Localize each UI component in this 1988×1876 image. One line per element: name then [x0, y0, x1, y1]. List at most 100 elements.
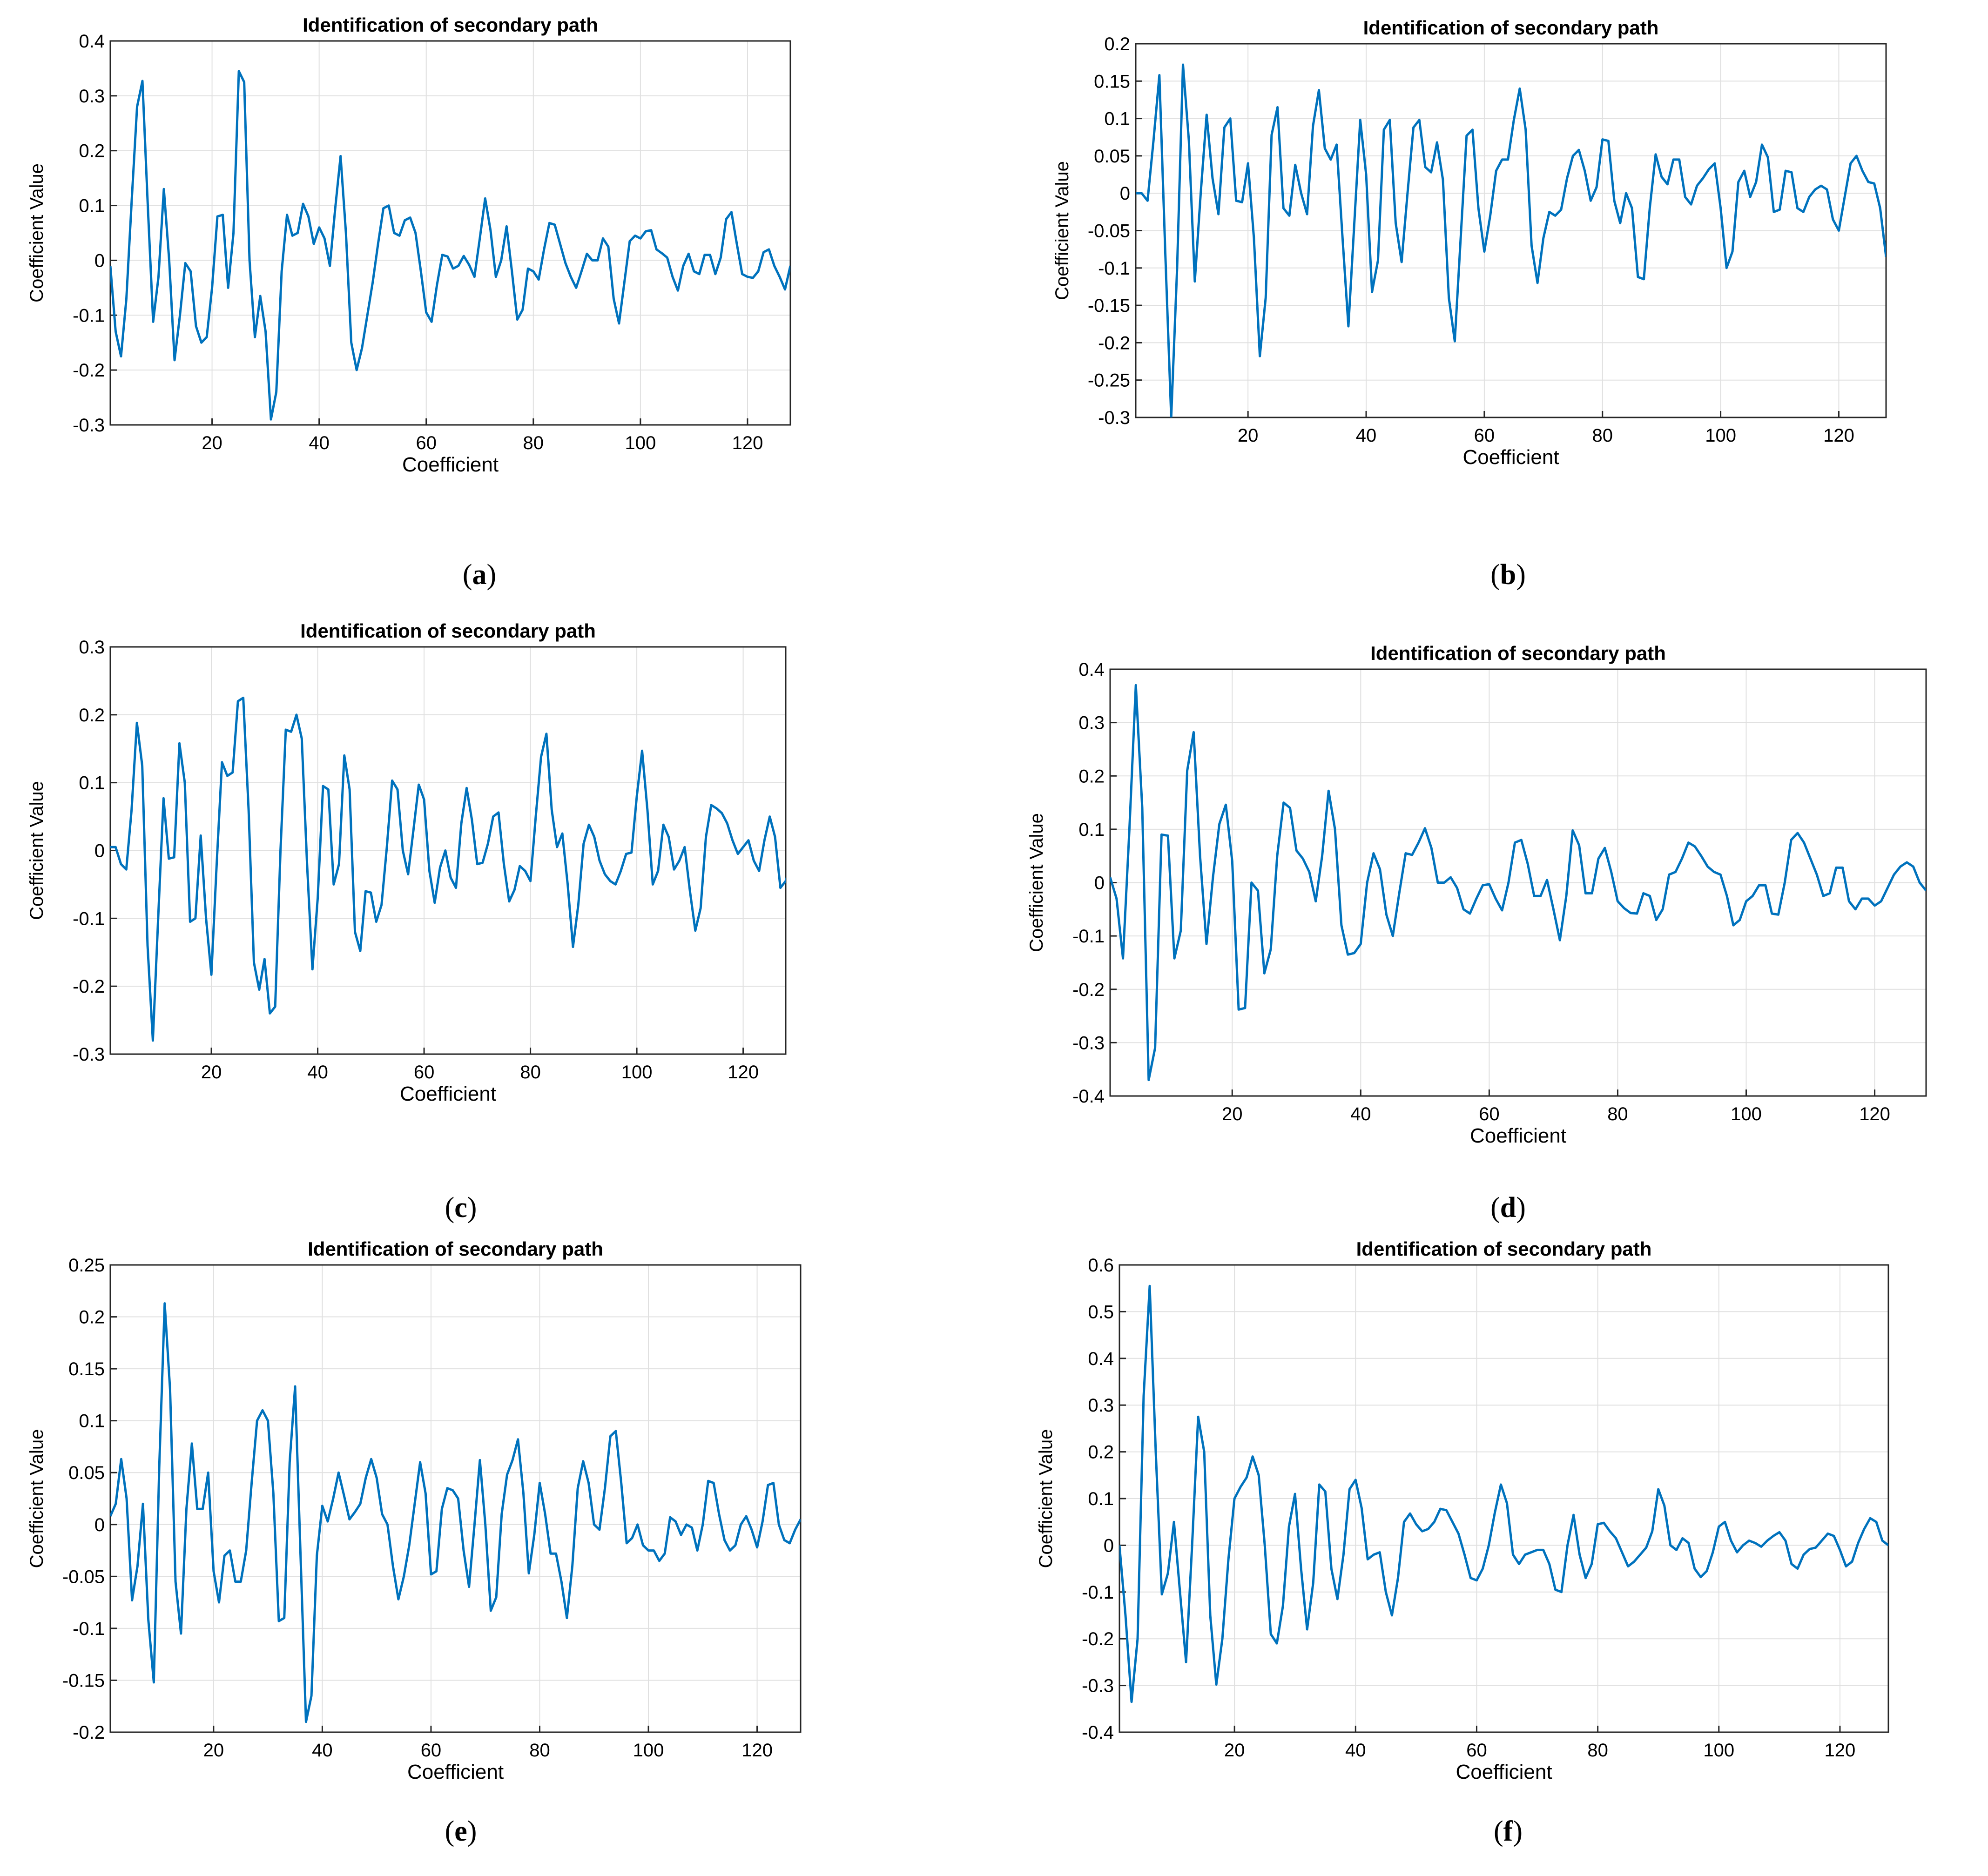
y-tick-label: -0.2 — [1098, 333, 1130, 353]
x-tick-label: 80 — [520, 1062, 541, 1083]
x-axis-label: Coefficient — [407, 1761, 504, 1783]
y-tick-label: 0.3 — [1088, 1395, 1114, 1416]
x-tick-label: 20 — [1222, 1104, 1243, 1124]
y-tick-label: 0.15 — [1094, 71, 1130, 92]
x-tick-label: 120 — [1825, 1740, 1856, 1761]
y-tick-label: 0 — [94, 841, 105, 861]
y-tick-label: 0.3 — [79, 86, 105, 107]
y-tick-label: 0 — [1094, 873, 1105, 894]
x-tick-label: 100 — [1703, 1740, 1734, 1761]
x-tick-label: 80 — [529, 1740, 550, 1761]
chart-panel-e: 20 40 60 80 100 120 -0.2 -0.15 -0.1 -0.05 0 0.05 0.1… — [0, 1233, 931, 1838]
y-axis-label: Coefficient Value — [1026, 813, 1047, 952]
x-tick-label: 120 — [741, 1740, 773, 1761]
y-tick-label: -0.1 — [73, 908, 105, 929]
chart-title: Identification of secondary path — [300, 620, 596, 642]
x-tick-label: 60 — [1474, 425, 1495, 446]
chart-svg: 20 40 60 80 100 120 -0.3 -0.2 -0.1 0 0.1 0.2 0.3 0.4 I… — [27, 14, 791, 476]
caption-f: (f) — [1494, 1815, 1523, 1847]
y-tick-label: -0.3 — [1098, 408, 1130, 428]
y-tick-label: -0.15 — [1088, 296, 1130, 316]
y-tick-label: -0.3 — [1082, 1676, 1114, 1696]
y-tick-label: 0.1 — [79, 1411, 105, 1432]
y-tick-label: 0.25 — [68, 1255, 105, 1276]
x-tick-label: 40 — [1345, 1740, 1366, 1761]
y-tick-label: 0.1 — [1078, 820, 1105, 840]
chart-title: Identification of secondary path — [1356, 1238, 1652, 1260]
y-tick-label: -0.3 — [1072, 1033, 1105, 1053]
chart-title: Identification of secondary path — [308, 1238, 603, 1260]
x-tick-label: 40 — [1356, 425, 1377, 446]
y-tick-label: -0.2 — [73, 360, 105, 381]
y-axis-label: Coefficient Value — [1036, 1429, 1056, 1568]
y-tick-label: -0.2 — [73, 976, 105, 997]
x-tick-label: 20 — [202, 433, 222, 453]
y-tick-label: 0.1 — [79, 196, 105, 216]
x-tick-label: 20 — [201, 1062, 222, 1083]
y-tick-label: 0.3 — [1078, 713, 1105, 733]
x-tick-label: 40 — [309, 433, 330, 453]
y-tick-label: 0.05 — [1094, 146, 1130, 167]
y-tick-label: -0.25 — [1088, 370, 1130, 391]
y-tick-label: 0.4 — [79, 31, 105, 52]
series-line — [1110, 684, 1926, 1082]
y-tick-label: -0.15 — [62, 1670, 105, 1691]
y-tick-label: 0 — [1120, 183, 1130, 204]
x-axis-label: Coefficient — [1462, 446, 1559, 469]
chart-panel-d: 20 40 60 80 100 120 -0.4 -0.3 -0.2 -0.1 0 0.1 0.2 0.3… — [996, 614, 1988, 1219]
x-tick-label: 120 — [1859, 1104, 1890, 1124]
y-tick-label: 0.4 — [1088, 1349, 1114, 1369]
x-tick-label: 100 — [633, 1740, 664, 1761]
chart-panel-b: 20 40 60 80 100 120 -0.3 -0.25 -0.2 -0.15 -0.1 -0.0… — [996, 0, 1988, 605]
y-tick-label: 0.05 — [68, 1463, 105, 1483]
x-tick-label: 100 — [625, 433, 656, 453]
x-tick-label: 80 — [523, 433, 544, 453]
y-tick-label: 0.1 — [79, 773, 105, 793]
y-tick-label: -0.2 — [1082, 1629, 1114, 1649]
y-tick-label: 0.3 — [79, 637, 105, 658]
y-tick-label: 0 — [1104, 1535, 1114, 1556]
y-tick-label: 0.2 — [1088, 1442, 1114, 1463]
x-axis-label: Coefficient — [400, 1083, 496, 1105]
y-tick-label: 0.2 — [79, 141, 105, 161]
x-tick-label: 40 — [1350, 1104, 1371, 1124]
y-axis-label: Coefficient Value — [27, 1429, 47, 1568]
x-tick-label: 100 — [621, 1062, 653, 1083]
y-tick-label: -0.1 — [1072, 926, 1105, 947]
y-tick-label: 0.2 — [1078, 766, 1105, 787]
y-tick-label: -0.3 — [73, 1044, 105, 1065]
chart-panel-c: 20 40 60 80 100 120 -0.3 -0.2 -0.1 0 0.1 0.2 0.3 Iden… — [0, 614, 931, 1219]
y-tick-label: -0.1 — [1098, 258, 1130, 279]
y-tick-label: -0.05 — [1088, 221, 1130, 242]
caption-e: (e) — [445, 1815, 477, 1847]
x-tick-label: 40 — [312, 1740, 333, 1761]
caption-b: (b) — [1490, 559, 1526, 591]
x-tick-label: 20 — [1238, 425, 1259, 446]
series-line — [1119, 1284, 1888, 1703]
y-axis-label: Coefficient Value — [1052, 161, 1072, 300]
x-tick-label: 100 — [1705, 425, 1736, 446]
y-tick-label: -0.1 — [73, 1619, 105, 1639]
series-line — [110, 1302, 801, 1723]
y-tick-label: 0 — [94, 250, 105, 271]
y-tick-label: -0.4 — [1072, 1086, 1105, 1107]
x-tick-label: 80 — [1592, 425, 1613, 446]
caption-c: (c) — [445, 1192, 477, 1224]
y-tick-label: -0.2 — [73, 1722, 105, 1743]
chart-panel-f: 20 40 60 80 100 120 -0.4 -0.3 -0.2 -0.1 0 0.1 0.2 0.3… — [996, 1233, 1988, 1838]
y-tick-label: 0.2 — [1104, 34, 1130, 54]
x-tick-label: 60 — [421, 1740, 442, 1761]
x-tick-label: 20 — [1224, 1740, 1245, 1761]
y-tick-label: 0.2 — [79, 705, 105, 726]
chart-svg: 20 40 60 80 100 120 -0.3 -0.25 -0.2 -0.15 -0.1 -0.0… — [1052, 17, 1887, 469]
x-tick-label: 100 — [1731, 1104, 1762, 1124]
y-tick-label: -0.05 — [62, 1567, 105, 1587]
x-tick-label: 80 — [1607, 1104, 1628, 1124]
y-tick-label: 0.2 — [79, 1307, 105, 1328]
x-tick-label: 80 — [1587, 1740, 1608, 1761]
y-tick-label: 0.1 — [1104, 109, 1130, 129]
x-tick-label: 120 — [732, 433, 763, 453]
x-tick-label: 60 — [414, 1062, 435, 1083]
chart-title: Identification of secondary path — [1370, 642, 1666, 664]
y-tick-label: 0.6 — [1088, 1255, 1114, 1276]
